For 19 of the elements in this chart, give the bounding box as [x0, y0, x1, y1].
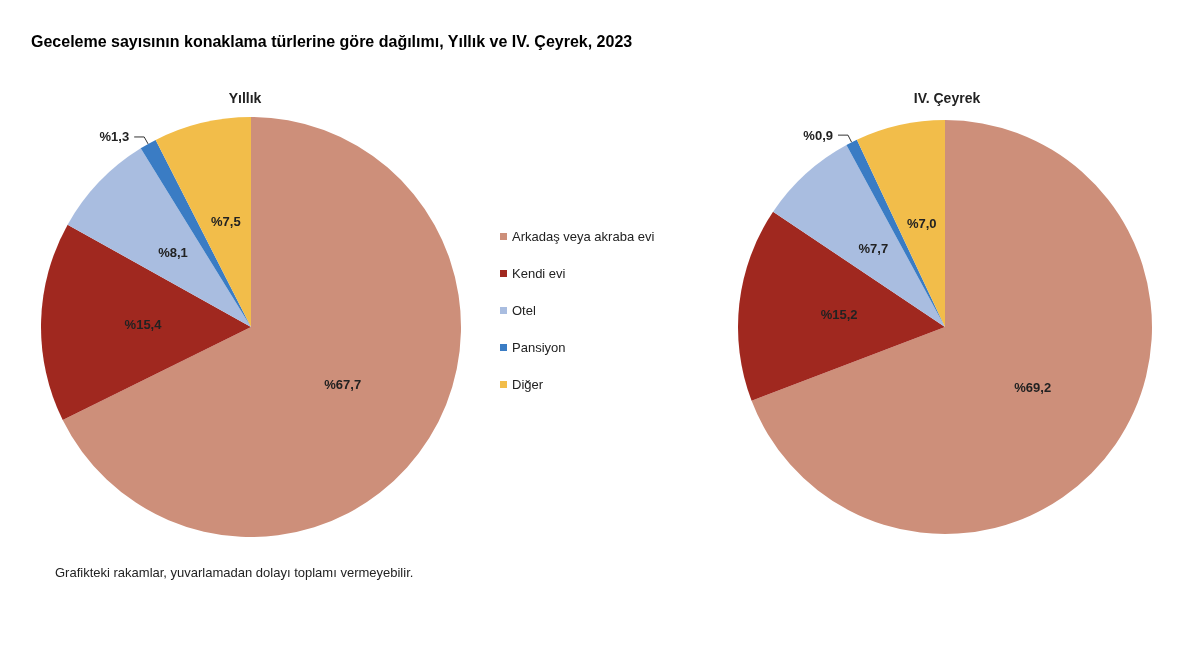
legend-label: Diğer — [512, 377, 544, 392]
chart-subtitle: Yıllık — [228, 90, 262, 106]
legend-label: Otel — [512, 303, 536, 318]
legend-label: Arkadaş veya akraba evi — [512, 229, 655, 244]
legend-label: Kendi evi — [512, 266, 566, 281]
data-label: %0,9 — [803, 127, 833, 143]
text: Grafikteki rakamlar, yuvarlamadan dolayı toplamı vermeyebilir. — [55, 565, 414, 580]
chart-subtitle: IV. Çeyrek — [913, 90, 981, 106]
data-label: %67,7 — [324, 376, 362, 392]
chart-title: Geceleme sayısının konaklama türlerine göre dağılımı, Yıllık ve IV. Çeyrek, 2023 — [31, 32, 633, 50]
data-label: %8,1 — [158, 244, 188, 260]
data-label: %7,0 — [906, 215, 937, 231]
data-label: %7,7 — [858, 240, 889, 256]
data-label: %1,3 — [99, 129, 130, 145]
data-label: %15,4 — [124, 316, 163, 332]
data-label: %15,2 — [820, 307, 858, 323]
legend-label: Pansiyon — [512, 340, 566, 355]
data-label: %69,2 — [1014, 379, 1052, 395]
data-label: %7,5 — [210, 214, 241, 230]
